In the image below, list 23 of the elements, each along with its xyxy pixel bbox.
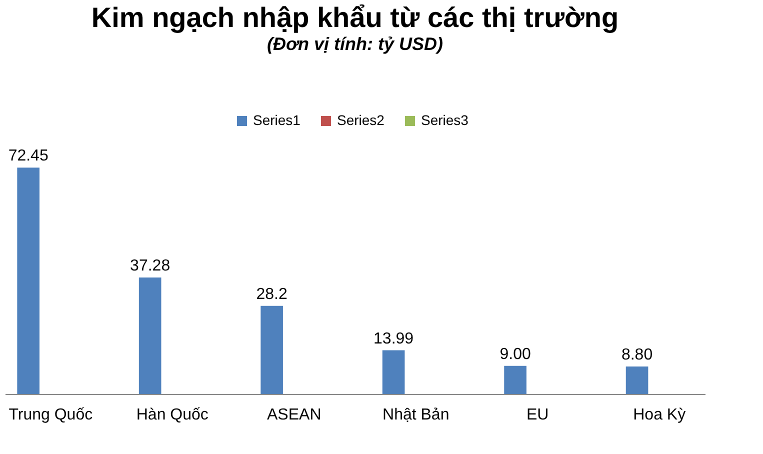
data-label: 37.28 [130,258,170,274]
chart-subtitle: (Đơn vị tính: tỷ USD) [266,34,444,54]
data-label: 9.00 [500,346,531,363]
bar [382,350,405,394]
legend-label: Series2 [337,112,385,128]
bar [626,366,648,394]
data-label: 8.80 [621,346,653,364]
data-label: 13.99 [374,330,414,348]
bar [260,306,283,394]
chart-title: Kim ngạch nhập khẩu từ các thị trường [91,2,619,33]
x-tick-label: EU [526,406,549,424]
x-tick-label: Nhật Bản [382,406,450,424]
bar [504,366,526,394]
bar [138,278,162,394]
x-tick-label: ASEAN [267,406,322,424]
x-tick-label: Trung Quốc [8,406,93,424]
x-tick-label: Hàn Quốc [136,406,208,424]
legend-label: Series3 [421,112,469,128]
x-tick-label: Hoa Kỳ [633,406,686,424]
data-label: 72.45 [8,148,48,165]
data-label: 28.2 [256,286,288,303]
legend-label: Series1 [253,112,301,128]
bar [17,168,40,394]
